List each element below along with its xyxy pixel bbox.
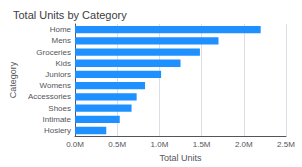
svg-text:0.0M: 0.0M	[66, 140, 84, 149]
svg-text:1.5M: 1.5M	[193, 140, 211, 149]
svg-text:Womens: Womens	[40, 81, 71, 90]
svg-text:2.5M: 2.5M	[277, 140, 295, 149]
svg-text:Mens: Mens	[51, 36, 71, 45]
svg-text:Total Units: Total Units	[159, 153, 202, 163]
svg-text:Hosiery: Hosiery	[44, 126, 71, 135]
svg-text:Category: Category	[8, 61, 18, 98]
svg-text:0.5M: 0.5M	[108, 140, 126, 149]
svg-text:Home: Home	[50, 25, 72, 34]
svg-text:Accessories: Accessories	[28, 92, 71, 101]
svg-text:Total Units by Category: Total Units by Category	[13, 9, 127, 21]
svg-text:Groceries: Groceries	[36, 48, 71, 57]
svg-text:Juniors: Juniors	[45, 70, 71, 79]
svg-text:1.0M: 1.0M	[151, 140, 169, 149]
svg-text:Intimate: Intimate	[43, 115, 72, 124]
svg-text:Kids: Kids	[55, 59, 71, 68]
svg-text:2.0M: 2.0M	[235, 140, 253, 149]
svg-text:Shoes: Shoes	[48, 104, 71, 113]
